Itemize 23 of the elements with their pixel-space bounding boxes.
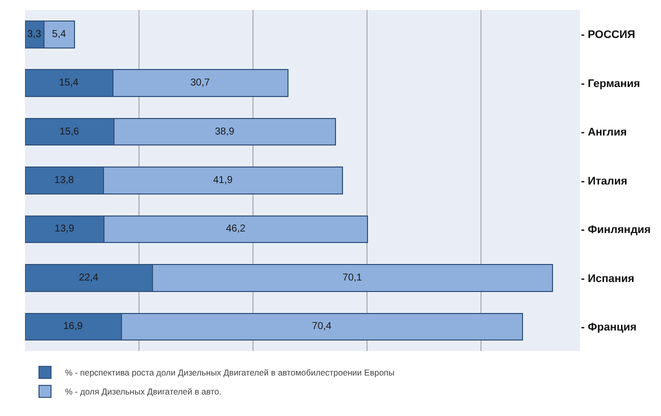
data-label: 30,7: [190, 78, 210, 89]
data-label: 22,4: [78, 272, 99, 284]
data-label: 46,2: [226, 224, 246, 235]
data-label: 41,9: [213, 175, 234, 186]
data-label: 13,8: [54, 175, 74, 186]
data-label: 16,9: [63, 321, 84, 332]
y-tick-label: - Финляндия: [581, 224, 651, 236]
data-label: 13,9: [54, 224, 75, 235]
data-label: 3,3: [27, 28, 42, 40]
y-tick-label: - Франция: [581, 321, 637, 334]
data-label: 5,4: [52, 28, 66, 40]
y-tick-label: - Германия: [581, 78, 640, 90]
data-label: 38,9: [214, 126, 235, 138]
y-tick-label: - Испания: [581, 272, 634, 285]
legend-label: % - перспектива роста доли Дизельных Двигателей в автомобилестроении Европы: [65, 368, 395, 378]
data-label: 15,4: [58, 78, 79, 89]
legend-label: % - доля Дизельных Двигателей в авто.: [65, 386, 222, 397]
y-tick-label: - РОССИЯ: [581, 29, 636, 42]
y-tick-label: - Италия: [581, 175, 628, 188]
data-label: 70,4: [312, 321, 332, 332]
data-label: 70,1: [342, 272, 362, 284]
data-label: 15,6: [60, 126, 80, 138]
y-tick-label: - Англия: [581, 126, 627, 139]
